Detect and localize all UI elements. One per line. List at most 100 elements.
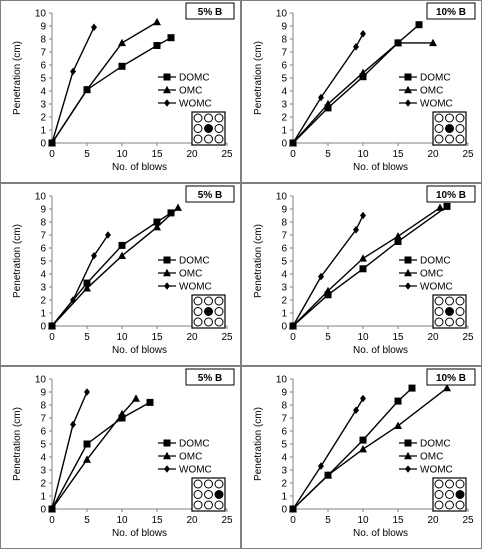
- x-tick-label: 25: [221, 332, 233, 343]
- legend-marker: [164, 99, 170, 107]
- y-tick-label: 6: [281, 61, 287, 72]
- panel-label: 10% B: [436, 373, 466, 384]
- mold-hole: [434, 317, 444, 327]
- chart-panel: 0 1 2 3 4 5 6 7 8 9 10 0 5 10 15 20 25 No. of blows Penetr…: [0, 183, 241, 366]
- legend-label: DOMC: [420, 256, 451, 267]
- y-tick-label: 6: [40, 61, 46, 72]
- series-womc: [49, 23, 97, 147]
- y-tick-label: 7: [40, 48, 46, 59]
- data-point: [153, 17, 161, 26]
- chart-panel: 0 1 2 3 4 5 6 7 8 9 10 0 5 10 15 20 25 No. of blows Penetr…: [241, 366, 482, 549]
- panel-label: 10% B: [436, 190, 466, 201]
- mold-hole: [445, 124, 454, 133]
- data-point: [118, 62, 126, 70]
- x-axis-label: No. of blows: [112, 528, 167, 539]
- y-axis-label: Penetration (cm): [253, 41, 264, 115]
- data-point: [324, 99, 332, 108]
- legend-label: OMC: [179, 86, 202, 97]
- legend-label: WOMC: [420, 465, 453, 476]
- legend-marker: [164, 465, 170, 473]
- mold-hole: [204, 490, 213, 499]
- mold-hole: [455, 113, 465, 123]
- y-tick-label: 7: [40, 414, 46, 425]
- mold-hole: [204, 500, 213, 510]
- legend-marker: [404, 73, 412, 81]
- mold-hole: [193, 113, 203, 123]
- y-tick-label: 9: [281, 388, 287, 399]
- x-tick-label: 5: [84, 515, 90, 526]
- mold-hole: [214, 500, 224, 510]
- y-tick-label: 2: [281, 296, 287, 307]
- panel-border: [0, 366, 241, 549]
- y-tick-label: 8: [281, 401, 287, 412]
- legend-marker: [405, 282, 411, 290]
- x-tick-label: 0: [290, 149, 296, 160]
- data-point: [394, 238, 402, 245]
- mold-hole: [214, 307, 224, 316]
- series-line: [292, 33, 364, 144]
- legend-label: OMC: [179, 452, 202, 463]
- y-axis-label: Penetration (cm): [253, 224, 264, 298]
- y-tick-label: 3: [40, 466, 46, 477]
- legend-label: OMC: [179, 269, 202, 280]
- mold-hole: [193, 490, 203, 499]
- legend-marker: [404, 85, 412, 94]
- mold-center-dark-icon: [191, 111, 226, 146]
- series-omc: [289, 38, 437, 147]
- x-tick-label: 25: [462, 515, 474, 526]
- legend-label: DOMC: [420, 439, 451, 450]
- x-tick-label: 20: [186, 332, 198, 343]
- x-tick-label: 20: [427, 515, 439, 526]
- data-point: [443, 202, 451, 210]
- data-point: [324, 471, 332, 479]
- x-tick-label: 25: [462, 149, 474, 160]
- x-tick-label: 20: [427, 149, 439, 160]
- x-tick-label: 0: [290, 332, 296, 343]
- data-point: [360, 30, 366, 38]
- panel-label-box: [426, 368, 476, 386]
- panel-label: 5% B: [198, 373, 222, 384]
- data-point: [394, 421, 402, 429]
- mold-hole: [204, 317, 213, 327]
- data-point: [318, 462, 324, 470]
- data-point: [91, 23, 97, 32]
- mold-hole: [455, 124, 465, 133]
- x-tick-label: 10: [357, 149, 369, 160]
- y-tick-label: 10: [35, 375, 47, 386]
- y-tick-label: 9: [281, 22, 287, 33]
- data-point: [132, 394, 140, 402]
- x-tick-label: 0: [49, 515, 55, 526]
- mold-hole: [455, 500, 465, 510]
- y-tick-label: 1: [281, 309, 287, 320]
- y-tick-label: 7: [281, 231, 287, 242]
- mold-edge-dark-icon: [191, 477, 226, 512]
- data-point: [359, 436, 367, 444]
- legend-label: WOMC: [179, 465, 212, 476]
- data-point: [359, 254, 367, 262]
- legend-label: OMC: [420, 86, 443, 97]
- series-line: [51, 391, 88, 510]
- x-tick-label: 0: [49, 332, 55, 343]
- mold-hole: [193, 307, 203, 316]
- data-point: [118, 414, 126, 422]
- data-point: [83, 440, 91, 448]
- y-tick-label: 4: [40, 87, 46, 98]
- series-line: [51, 207, 179, 327]
- y-tick-label: 0: [281, 322, 287, 333]
- x-tick-label: 20: [427, 332, 439, 343]
- y-tick-label: 0: [40, 139, 46, 150]
- chart-svg: 0 1 2 3 4 5 6 7 8 9 10 0 5 10 15 20 25 No. of blows Penetr…: [241, 183, 482, 366]
- mold-hole: [214, 490, 224, 499]
- legend-label: WOMC: [420, 99, 453, 110]
- legend-label: DOMC: [420, 73, 451, 84]
- x-axis-label: No. of blows: [112, 162, 167, 173]
- data-point: [353, 43, 359, 51]
- mold-hole: [455, 296, 465, 306]
- mold-hole: [214, 479, 224, 489]
- mold-hole: [204, 479, 213, 489]
- legend-label: DOMC: [179, 439, 210, 450]
- mold-hole: [214, 317, 224, 327]
- y-tick-label: 3: [40, 100, 46, 111]
- y-tick-label: 10: [276, 192, 288, 203]
- legend-label: WOMC: [179, 282, 212, 293]
